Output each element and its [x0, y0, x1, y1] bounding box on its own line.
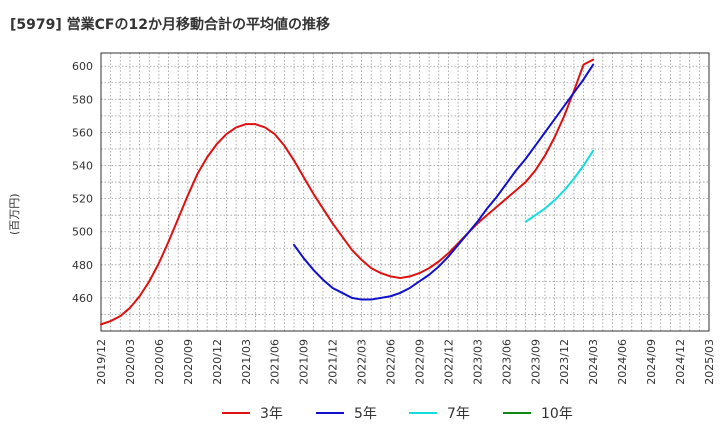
x-tick-label: 2021/12 — [327, 339, 340, 385]
x-tick-label: 2020/06 — [153, 339, 166, 385]
x-tick-label: 2021/03 — [240, 339, 253, 385]
y-tick-label: 480 — [72, 259, 93, 272]
y-tick-label: 580 — [72, 93, 93, 106]
x-tick-label: 2023/09 — [529, 339, 542, 385]
x-tick-label: 2023/12 — [558, 339, 571, 385]
x-tick-label: 2019/12 — [95, 339, 108, 385]
x-tick-label: 2022/12 — [442, 339, 455, 385]
legend-swatch — [503, 412, 531, 414]
x-tick-label: 2024/06 — [616, 339, 629, 385]
plot-frame — [100, 52, 710, 332]
chart-title: [5979] 営業CFの12か月移動合計の平均値の推移 — [10, 17, 330, 33]
series-line — [100, 58, 595, 326]
legend-swatch — [316, 412, 344, 414]
x-tick-label: 2024/12 — [674, 339, 687, 385]
x-tick-label: 2023/06 — [500, 339, 513, 385]
legend-label: 7年 — [447, 406, 470, 422]
x-tick-label: 2024/09 — [645, 339, 658, 385]
series-line — [293, 63, 595, 301]
legend-item: 7年 — [409, 402, 470, 424]
x-tick-label: 2022/06 — [385, 339, 398, 385]
x-tick-label: 2020/09 — [182, 339, 195, 385]
series-line — [524, 149, 595, 223]
legend-swatch — [222, 412, 250, 414]
x-tick-label: 2021/06 — [269, 339, 282, 385]
x-tick-label: 2022/09 — [413, 339, 426, 385]
legend-label: 5年 — [354, 406, 377, 422]
plot-background — [101, 53, 709, 331]
x-tick-label: 2023/03 — [471, 339, 484, 385]
y-tick-label: 540 — [72, 160, 93, 173]
x-tick-label: 2022/03 — [356, 339, 369, 385]
legend-item: 5年 — [316, 402, 377, 424]
y-tick-label: 600 — [72, 60, 93, 73]
x-tick-label: 2021/09 — [298, 339, 311, 385]
legend-label: 3年 — [260, 406, 283, 422]
legend-item: 10年 — [503, 402, 573, 424]
legend-swatch — [409, 412, 437, 414]
plot-area: 460 480 500 520 540 560 580 600 2019/12 2020/03 20… — [72, 52, 716, 385]
x-tick-label: 2025/03 — [703, 339, 716, 385]
y-tick-label: 500 — [72, 226, 93, 239]
y-tick-label: 460 — [72, 292, 93, 305]
y-tick-label: 560 — [72, 126, 93, 139]
x-tick-label: 2020/03 — [124, 339, 137, 385]
x-tick-label: 2024/03 — [587, 339, 600, 385]
x-tick-label: 2020/12 — [211, 339, 224, 385]
legend-item: 3年 — [222, 402, 283, 424]
y-tick-label: 520 — [72, 193, 93, 206]
legend: 3年 5年 7年 10年 — [0, 402, 720, 424]
legend-label: 10年 — [541, 406, 573, 422]
